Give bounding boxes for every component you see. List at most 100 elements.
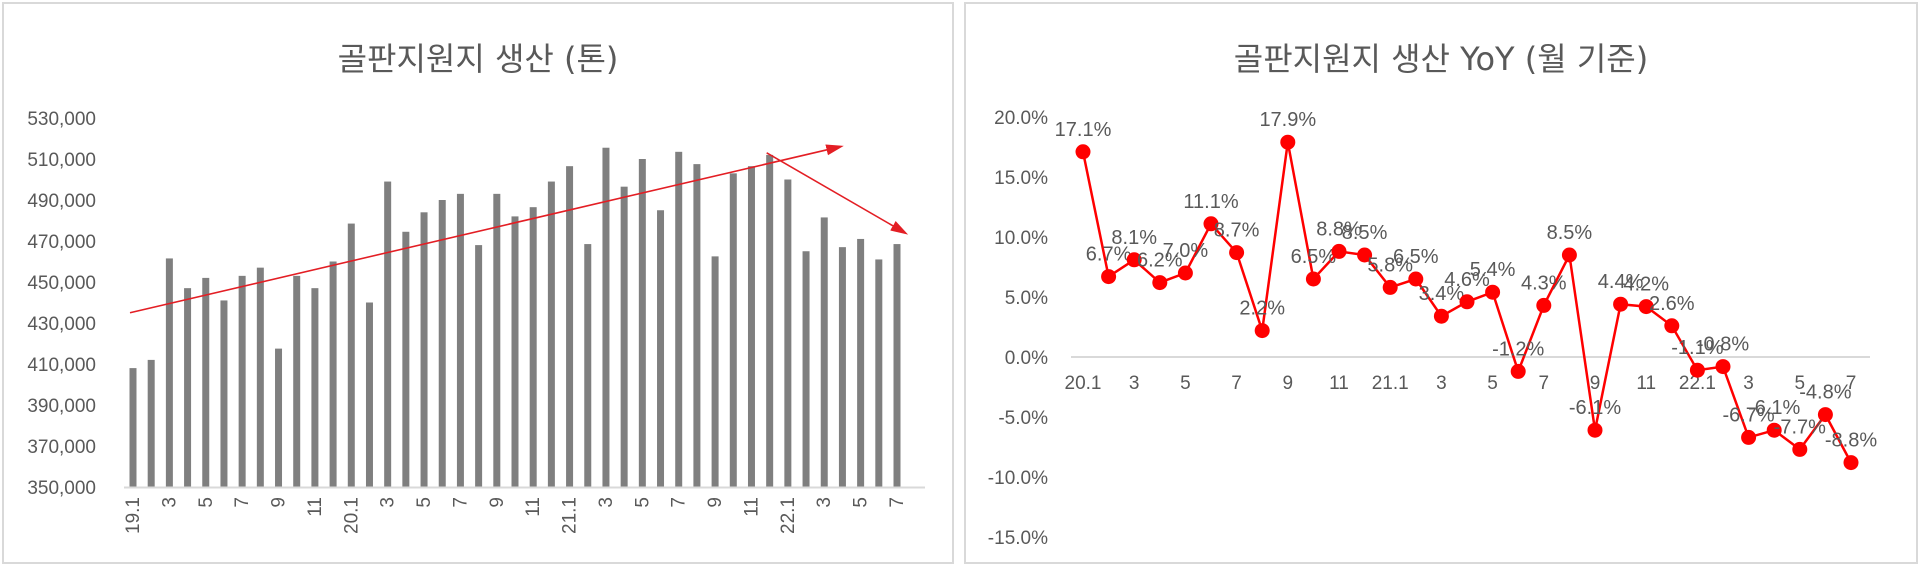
bar [820, 217, 828, 488]
x-tick-label: 22.1 [778, 497, 799, 534]
bar [256, 267, 264, 487]
data-label: 4.2% [1623, 274, 1669, 296]
data-point-marker [1715, 359, 1731, 375]
data-label: 11.1% [1183, 191, 1238, 213]
data-label: 4.4% [1598, 271, 1644, 293]
x-tick-label: 5 [414, 497, 435, 508]
data-label: 2.2% [1239, 298, 1285, 320]
x-tick-label: 7 [1539, 373, 1550, 394]
data-label: 3.4% [1419, 283, 1465, 305]
data-label: 8.8% [1316, 218, 1362, 240]
bar [566, 166, 574, 488]
data-point-marker [1587, 422, 1603, 438]
x-tick-label: 9 [269, 497, 290, 508]
data-point-marker [1433, 308, 1449, 324]
y-tick-label: 15.0% [994, 168, 1048, 189]
x-tick-label: 3 [1129, 373, 1140, 394]
data-label: 6.7% [1086, 244, 1132, 266]
data-point-marker [1638, 299, 1654, 315]
data-label: 5.4% [1470, 259, 1516, 281]
bar [693, 164, 701, 487]
data-point-marker [1075, 144, 1091, 160]
yoy-chart-title: 골판지원지 생산 YoY (월 기준) [1233, 40, 1649, 78]
data-point-marker [1177, 265, 1193, 281]
y-tick-label: 5.0% [1005, 288, 1048, 309]
bar [729, 173, 737, 487]
x-tick-label: 9 [705, 497, 726, 508]
x-tick-label: 7 [1846, 373, 1857, 394]
data-label: 4.3% [1521, 272, 1567, 294]
bar [402, 231, 410, 487]
uptrend-arrow [129, 144, 844, 314]
x-tick-label: 3 [378, 497, 399, 508]
bar [438, 200, 446, 487]
bar [202, 277, 210, 487]
bar [184, 288, 192, 487]
data-label: 8.5% [1547, 222, 1593, 244]
bar [129, 368, 137, 487]
data-label: -4.8% [1799, 382, 1851, 404]
data-point-marker [1561, 247, 1577, 263]
data-point-marker [1536, 297, 1552, 313]
bar [420, 212, 428, 488]
data-point-marker [1792, 441, 1808, 457]
y-tick-label: 0.0% [1005, 348, 1048, 369]
data-point-marker [1459, 294, 1475, 310]
data-label: 17.1% [1055, 119, 1112, 141]
data-label: -8.8% [1825, 430, 1877, 452]
x-tick-label: 5 [1487, 373, 1498, 394]
x-tick-label: 9 [1283, 373, 1294, 394]
data-point-marker [1280, 134, 1296, 150]
bar [747, 166, 755, 488]
bar [365, 302, 373, 487]
data-point-marker [1817, 407, 1833, 423]
data-label: 8.7% [1214, 220, 1260, 242]
data-label: -1.1% [1671, 337, 1723, 359]
data-point-marker [1357, 247, 1373, 263]
x-tick-label: 7 [450, 497, 471, 508]
data-label: -1.2% [1492, 338, 1544, 360]
data-label: -6.1% [1748, 397, 1800, 419]
x-tick-label: 21.1 [560, 497, 581, 534]
x-tick-label: 3 [1436, 373, 1447, 394]
bar [711, 256, 719, 487]
x-tick-label: 22.1 [1679, 373, 1716, 394]
bar [311, 288, 319, 487]
y-tick-label: 10.0% [994, 228, 1048, 249]
bar [220, 300, 228, 487]
data-label: 5.8% [1367, 254, 1413, 276]
data-label: 8.5% [1342, 222, 1388, 244]
data-point-marker [1126, 252, 1142, 268]
bar [329, 261, 337, 487]
bar [875, 259, 883, 487]
bar [147, 359, 155, 487]
y-tick-label: -5.0% [998, 408, 1048, 429]
x-tick-label: 20.1 [1065, 373, 1102, 394]
bar [784, 179, 792, 487]
bar [657, 210, 665, 487]
data-point-marker [1510, 363, 1526, 379]
y-tick-label: 490,000 [27, 191, 96, 212]
bar [857, 238, 865, 487]
data-label: 17.9% [1259, 109, 1316, 131]
production-chart-title: 골판지원지 생산 (톤) [337, 40, 619, 78]
data-point-marker [1766, 422, 1782, 438]
y-tick-label: 450,000 [27, 273, 96, 294]
x-tick-label: 7 [1231, 373, 1242, 394]
x-tick-label: 9 [1590, 373, 1601, 394]
bar [456, 193, 464, 487]
x-tick-label: 3 [596, 497, 617, 508]
data-point-marker [1101, 269, 1117, 285]
yoy-chart-panel: 골판지원지 생산 YoY (월 기준) -15.0% -10.0% -5.0% 0.0… [964, 2, 1918, 564]
bar [384, 181, 392, 488]
data-point-marker [1382, 279, 1398, 295]
data-point-marker [1741, 429, 1757, 445]
data-point-marker [1843, 455, 1859, 471]
y-tick-label: 350,000 [27, 478, 96, 499]
data-label: -6.7% [1722, 404, 1774, 426]
bar [838, 247, 846, 487]
data-label: -0.8% [1697, 334, 1749, 356]
bar [238, 275, 246, 487]
x-tick-label: 3 [814, 497, 835, 508]
bar [511, 216, 519, 487]
